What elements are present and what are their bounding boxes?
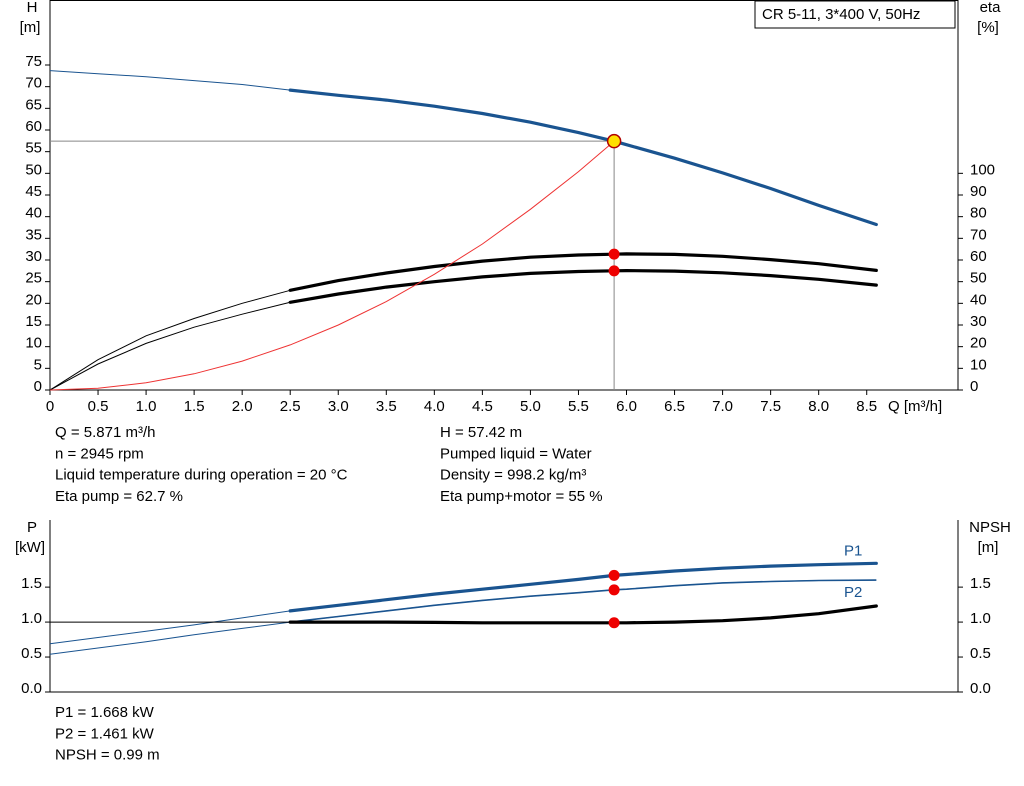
x-tick-label: 2.5 <box>280 398 301 415</box>
x-tick-label: 0 <box>46 398 54 415</box>
y2-tick-label: 90 <box>970 183 987 200</box>
operating-point <box>608 569 620 581</box>
y-tick-label: 25 <box>25 270 42 287</box>
x-tick-label: 5.5 <box>568 398 589 415</box>
x-tick-label: 8.5 <box>856 398 877 415</box>
info-text: Eta pump = 62.7 % <box>55 488 183 505</box>
y2-axis-unit: [%] <box>977 19 999 36</box>
y2-tick-label: 20 <box>970 335 987 352</box>
y-tick-label: 0 <box>34 378 42 395</box>
x-tick-label: 7.0 <box>712 398 733 415</box>
info-text: n = 2945 rpm <box>55 445 144 462</box>
y-tick-label: 0.5 <box>21 645 42 662</box>
y2-tick-label: 1.0 <box>970 610 991 627</box>
info-text: Density = 998.2 kg/m³ <box>440 467 586 484</box>
x-tick-label: 1.0 <box>136 398 157 415</box>
info-text: Eta pump+motor = 55 % <box>440 488 603 505</box>
y-tick-label: 45 <box>25 183 42 200</box>
operating-point <box>608 617 620 629</box>
x-tick-label: 5.0 <box>520 398 541 415</box>
operating-point <box>608 248 620 260</box>
y2-tick-label: 100 <box>970 161 995 178</box>
y-tick-label: 35 <box>25 226 42 243</box>
y-tick-label: 20 <box>25 291 42 308</box>
y-tick-label: 50 <box>25 161 42 178</box>
y2-tick-label: 50 <box>970 270 987 287</box>
x-tick-label: 7.5 <box>760 398 781 415</box>
series-line-operating <box>288 252 878 292</box>
y2-axis-unit: [m] <box>978 539 999 556</box>
y-tick-label: 15 <box>25 313 42 330</box>
series-label: P1 <box>844 542 862 559</box>
y-tick-label: 1.5 <box>21 575 42 592</box>
y-tick-label: 65 <box>25 96 42 113</box>
info-text: P2 = 1.461 kW <box>55 725 155 742</box>
y2-tick-label: 80 <box>970 205 987 222</box>
series-line-operating <box>288 88 878 227</box>
info-text: Q = 5.871 m³/h <box>55 424 155 441</box>
x-tick-label: 0.5 <box>88 398 109 415</box>
y-tick-label: 75 <box>25 53 42 70</box>
series-line-operating <box>288 604 878 625</box>
y2-tick-label: 30 <box>970 313 987 330</box>
info-text: Pumped liquid = Water <box>440 445 592 462</box>
series-line-operating <box>288 268 878 304</box>
series-line-operating <box>288 561 878 613</box>
y2-tick-label: 40 <box>970 291 987 308</box>
title-box <box>754 0 956 29</box>
series-line-operating <box>290 579 877 623</box>
x-tick-label: 2.0 <box>232 398 253 415</box>
y-tick-label: 30 <box>25 248 42 265</box>
y2-axis-label: eta <box>980 0 1002 16</box>
y2-axis-label: NPSH <box>969 519 1011 536</box>
y2-tick-label: 70 <box>970 226 987 243</box>
operating-point <box>608 584 620 596</box>
x-tick-label: 1.5 <box>184 398 205 415</box>
y-tick-label: 60 <box>25 118 42 135</box>
y2-tick-label: 60 <box>970 248 987 265</box>
y2-tick-label: 0 <box>970 378 978 395</box>
y2-tick-label: 0.5 <box>970 645 991 662</box>
y-axis-label: P <box>27 519 37 536</box>
series-label: P2 <box>844 584 862 601</box>
operating-point <box>608 265 620 277</box>
y-tick-label: 55 <box>25 140 42 157</box>
x-tick-label: 3.0 <box>328 398 349 415</box>
y2-tick-label: 1.5 <box>970 575 991 592</box>
x-tick-label: 6.5 <box>664 398 685 415</box>
info-text: P1 = 1.668 kW <box>55 704 155 721</box>
info-text: H = 57.42 m <box>440 424 522 441</box>
y-tick-label: 0.0 <box>21 680 42 697</box>
y-tick-label: 70 <box>25 75 42 92</box>
y2-tick-label: 0.0 <box>970 680 991 697</box>
x-tick-label: 4.0 <box>424 398 445 415</box>
x-tick-label: 4.5 <box>472 398 493 415</box>
info-text: Liquid temperature during operation = 20… <box>55 467 348 484</box>
y2-tick-label: 10 <box>970 356 987 373</box>
y-tick-label: 10 <box>25 335 42 352</box>
x-tick-label: 6.0 <box>616 398 637 415</box>
info-text: NPSH = 0.99 m <box>55 747 160 764</box>
y-tick-label: 40 <box>25 205 42 222</box>
y-tick-label: 1.0 <box>21 610 42 627</box>
x-axis-label: Q [m³/h] <box>888 398 942 415</box>
y-tick-label: 5 <box>34 356 42 373</box>
y-axis-unit: [m] <box>20 19 41 36</box>
y-axis-unit: [kW] <box>15 539 45 556</box>
operating-point <box>606 133 622 149</box>
chart-title: CR 5-11, 3*400 V, 50Hz <box>762 6 920 23</box>
x-tick-label: 3.5 <box>376 398 397 415</box>
x-tick-label: 8.0 <box>808 398 829 415</box>
series-line <box>49 140 615 391</box>
y-axis-label: H <box>27 0 38 16</box>
